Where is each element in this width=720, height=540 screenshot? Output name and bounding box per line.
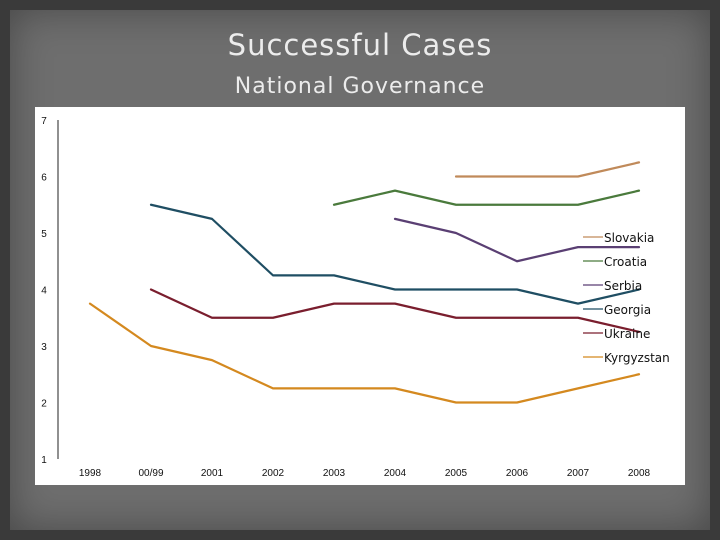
legend-label-serbia: Serbia (604, 279, 642, 293)
x-tick-label: 1998 (79, 468, 102, 479)
y-tick-label: 4 (41, 286, 47, 297)
series-line-georgia (149, 203, 641, 305)
series-line-croatia (332, 189, 641, 206)
x-tick-label: 2007 (567, 468, 590, 479)
series-line-ukraine (149, 288, 641, 333)
legend-label-georgia: Georgia (604, 303, 651, 317)
legend-label-kyrgyzstan: Kyrgyzstan (604, 351, 670, 365)
series-line-slovakia (454, 161, 641, 178)
y-tick-label: 7 (41, 116, 47, 127)
x-tick-label: 2002 (262, 468, 285, 479)
legend-label-ukraine: Ukraine (604, 327, 650, 341)
slide-title: Successful Cases (227, 28, 493, 62)
x-tick-label: 00/99 (138, 468, 163, 479)
y-tick-label: 6 (41, 173, 47, 184)
x-tick-label: 2005 (445, 468, 468, 479)
series-line-kyrgyzstan (88, 302, 641, 404)
series-line-serbia (393, 217, 641, 263)
y-tick-label: 3 (41, 342, 47, 353)
x-tick-label: 2004 (384, 468, 407, 479)
x-tick-label: 2006 (506, 468, 529, 479)
chart-panel (35, 107, 685, 485)
y-tick-label: 2 (41, 399, 47, 410)
legend-label-slovakia: Slovakia (604, 231, 654, 245)
x-tick-label: 2008 (628, 468, 651, 479)
legend-label-croatia: Croatia (604, 255, 647, 269)
y-tick-label: 5 (41, 229, 47, 240)
x-tick-label: 2003 (323, 468, 346, 479)
x-tick-label: 2001 (201, 468, 224, 479)
slide-subtitle: National Governance (234, 74, 486, 99)
y-tick-label: 1 (41, 455, 47, 466)
